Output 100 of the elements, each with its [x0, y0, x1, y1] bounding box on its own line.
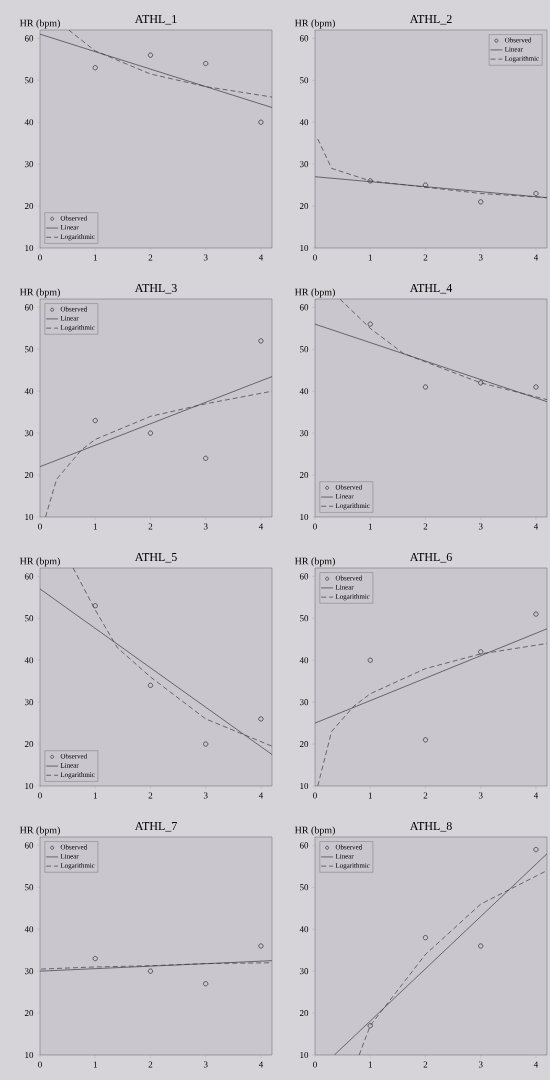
x-tick-label: 3	[478, 523, 483, 530]
y-tick-label: 40	[24, 388, 34, 395]
point	[258, 338, 264, 344]
point	[147, 682, 154, 688]
x-tick-label: 1	[93, 254, 97, 261]
x-tick-label: 0	[313, 1061, 317, 1068]
point	[367, 657, 373, 663]
y-axis-title: HR (bpm)	[19, 826, 60, 836]
x-tick-label: 2	[423, 254, 428, 261]
y-axis-title: HR (bpm)	[294, 19, 335, 29]
chart-title: ATHL_2	[409, 15, 452, 25]
x-tick-label: 1	[368, 523, 372, 530]
point	[533, 846, 539, 853]
chart-title: ATHL_4	[409, 284, 453, 294]
x-tick-label: 0	[313, 254, 317, 261]
x-tick-label: 1	[368, 1061, 372, 1068]
y-tick-label: 40	[299, 926, 309, 933]
x-tick-label: 2	[148, 254, 153, 261]
x-tick-label: 0	[38, 792, 42, 799]
point	[422, 737, 429, 743]
y-axis-title: HR (bpm)	[19, 288, 60, 298]
point	[203, 455, 209, 461]
point	[422, 384, 429, 390]
x-tick-label: 4	[258, 254, 264, 261]
y-tick-label: 10	[25, 513, 34, 521]
point	[147, 430, 154, 436]
x-tick-label: 2	[148, 792, 153, 799]
y-tick-label: 30	[299, 699, 309, 706]
y-tick-label: 10	[25, 244, 34, 252]
y-tick-label: 60	[24, 35, 34, 42]
y-axis-title: HR (bpm)	[294, 826, 335, 836]
x-tick-label: 0	[38, 523, 42, 530]
point	[147, 52, 154, 58]
x-tick-label: 2	[423, 1061, 428, 1068]
x-tick-label: 0	[38, 1061, 42, 1068]
point	[478, 943, 484, 949]
y-axis-title: HR (bpm)	[294, 557, 335, 567]
y-tick-label: 10	[25, 782, 34, 790]
point	[92, 65, 98, 71]
x-tick-label: 4	[258, 1061, 264, 1068]
y-tick-label: 40	[299, 119, 309, 126]
y-tick-label: 50	[300, 77, 309, 84]
point	[533, 190, 539, 197]
point	[258, 119, 264, 125]
y-tick-label: 10	[300, 244, 309, 252]
x-tick-label: 4	[533, 1061, 539, 1068]
y-tick-label: 10	[25, 1051, 34, 1059]
y-tick-label: 60	[299, 304, 309, 311]
y-tick-label: 60	[24, 573, 34, 580]
y-tick-label: 20	[24, 203, 34, 210]
x-tick-label: 1	[93, 792, 97, 799]
y-tick-label: 50	[25, 615, 34, 622]
point	[258, 943, 264, 949]
x-tick-label: 3	[203, 792, 208, 799]
y-tick-label: 50	[300, 346, 309, 353]
y-tick-label: 20	[299, 741, 309, 748]
y-tick-label: 60	[299, 35, 309, 42]
chart-title: ATHL_5	[134, 553, 177, 563]
y-axis-title: HR (bpm)	[19, 557, 60, 567]
y-tick-label: 50	[25, 77, 34, 84]
x-tick-label: 4	[533, 254, 539, 261]
chart-title: ATHL_6	[409, 553, 452, 563]
x-tick-label: 3	[203, 254, 208, 261]
y-tick-label: 50	[300, 615, 309, 622]
y-tick-label: 20	[24, 1010, 34, 1017]
chart-title: ATHL_8	[409, 821, 452, 832]
y-tick-label: 50	[25, 884, 34, 891]
y-tick-label: 20	[24, 741, 34, 748]
point	[422, 935, 429, 941]
y-tick-label: 30	[24, 968, 34, 975]
x-tick-label: 4	[258, 523, 264, 530]
x-tick-label: 1	[93, 523, 97, 530]
x-tick-label: 3	[203, 1061, 208, 1068]
point	[478, 649, 484, 655]
y-tick-label: 60	[299, 573, 309, 580]
point	[92, 603, 98, 609]
point	[92, 417, 98, 424]
x-tick-label: 3	[478, 792, 483, 799]
y-tick-label: 30	[24, 699, 34, 706]
y-tick-label: 30	[24, 430, 34, 437]
y-tick-label: 60	[24, 842, 34, 849]
y-tick-label: 10	[300, 513, 309, 521]
chart-title: ATHL_3	[134, 284, 177, 294]
x-tick-label: 1	[368, 792, 372, 799]
x-tick-label: 4	[533, 792, 539, 799]
point	[533, 384, 539, 390]
x-tick-label: 3	[478, 254, 483, 261]
x-tick-label: 2	[423, 523, 428, 530]
x-tick-label: 3	[203, 523, 208, 530]
x-tick-label: 3	[478, 1061, 483, 1068]
y-tick-label: 40	[24, 119, 34, 126]
y-tick-label: 20	[299, 472, 309, 479]
y-tick-label: 30	[299, 161, 309, 168]
y-tick-label: 30	[299, 430, 309, 437]
point	[203, 60, 209, 67]
point	[367, 1023, 373, 1029]
point	[203, 741, 209, 747]
y-tick-label: 20	[299, 1010, 309, 1017]
chart-title: ATHL_1	[134, 15, 177, 25]
x-tick-label: 1	[93, 1061, 97, 1068]
